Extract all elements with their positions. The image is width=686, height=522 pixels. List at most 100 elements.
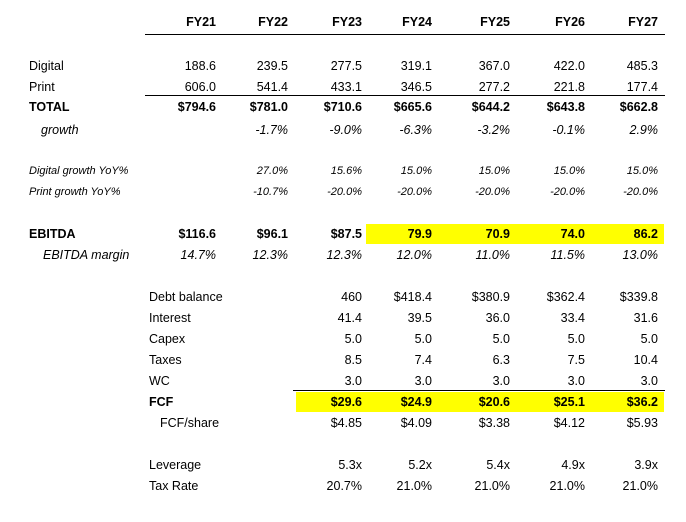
value-cell: $20.6	[478, 395, 510, 409]
value-cell: 319.1	[400, 59, 432, 73]
value-cell: $4.09	[400, 416, 432, 430]
value-cell: -3.2%	[477, 123, 510, 137]
value-cell: 12.3%	[252, 248, 288, 262]
value-cell: $87.5	[330, 227, 362, 241]
value-cell: -20.0%	[475, 186, 510, 198]
value-cell: 5.0	[640, 332, 658, 346]
value-cell: 36.0	[485, 311, 510, 325]
value-cell: 39.5	[407, 311, 432, 325]
value-cell: 21.0%	[549, 479, 585, 493]
value-cell: 3.0	[492, 374, 510, 388]
value-cell: 41.4	[337, 311, 362, 325]
row-label: Debt balance	[149, 290, 223, 304]
value-cell: 15.0%	[626, 165, 658, 177]
value-cell: 422.0	[553, 59, 585, 73]
value-cell: $710.6	[323, 100, 362, 114]
value-cell: 74.0	[560, 227, 585, 241]
row-leverage: Leverage 5.3x 5.2x 5.4x 4.9x 3.9x	[0, 455, 686, 475]
value-cell: 541.4	[256, 80, 288, 94]
value-cell: $36.2	[626, 395, 658, 409]
row-header: FY21 FY22 FY23 FY24 FY25 FY26 FY27	[0, 12, 686, 32]
row-label: FCF/share	[160, 416, 220, 430]
divider-line	[145, 95, 665, 96]
value-cell: 239.5	[256, 59, 288, 73]
row-label: Print growth YoY%	[29, 186, 121, 198]
value-cell: $794.6	[177, 100, 216, 114]
value-cell: 346.5	[400, 80, 432, 94]
value-cell: 31.6	[633, 311, 658, 325]
divider-line	[293, 390, 665, 391]
row-label: Digital	[29, 59, 64, 73]
value-cell: 6.3	[492, 353, 510, 367]
value-cell: 86.2	[633, 227, 658, 241]
highlight-fcf	[296, 392, 664, 412]
value-cell: $5.93	[626, 416, 658, 430]
value-cell: 5.0	[492, 332, 510, 346]
value-cell: 21.0%	[622, 479, 658, 493]
value-cell: 13.0%	[622, 248, 658, 262]
row-ebitda-margin: EBITDA margin 14.7% 12.3% 12.3% 12.0% 11.0% 11…	[0, 245, 686, 265]
value-cell: 5.0	[567, 332, 585, 346]
column-header: FY26	[555, 15, 585, 29]
column-header: FY21	[186, 15, 216, 29]
row-taxes: Taxes 8.5 7.4 6.3 7.5 10.4	[0, 350, 686, 370]
row-label: Interest	[149, 311, 191, 325]
row-print: Print 606.0 541.4 433.1 346.5 277.2 221.8 177.4	[0, 77, 686, 97]
row-digital-growth: Digital growth YoY% 27.0% 15.6% 15.0% 15.0% 1…	[0, 161, 686, 181]
row-wc: WC 3.0 3.0 3.0 3.0 3.0	[0, 371, 686, 391]
value-cell: 3.9x	[634, 458, 658, 472]
value-cell: -9.0%	[329, 123, 362, 137]
value-cell: $96.1	[256, 227, 288, 241]
row-label: Tax Rate	[149, 479, 199, 493]
row-label: EBITDA	[29, 227, 76, 241]
value-cell: 3.0	[344, 374, 362, 388]
value-cell: 221.8	[553, 80, 585, 94]
value-cell: 5.0	[344, 332, 362, 346]
value-cell: 5.3x	[338, 458, 362, 472]
row-label: TOTAL	[29, 100, 70, 114]
row-label: EBITDA margin	[43, 248, 130, 262]
value-cell: 20.7%	[326, 479, 362, 493]
value-cell: 177.4	[626, 80, 658, 94]
value-cell: 14.7%	[180, 248, 216, 262]
value-cell: -0.1%	[552, 123, 585, 137]
value-cell: 188.6	[184, 59, 216, 73]
row-label: Print	[29, 80, 55, 94]
value-cell: -20.0%	[397, 186, 432, 198]
column-header: FY27	[628, 15, 658, 29]
value-cell: 15.0%	[478, 165, 510, 177]
value-cell: $24.9	[400, 395, 432, 409]
value-cell: 5.0	[414, 332, 432, 346]
row-label: Leverage	[149, 458, 202, 472]
value-cell: $643.8	[546, 100, 585, 114]
row-ebitda: EBITDA $116.6 $96.1 $87.5 79.9 70.9 74.0 86.2	[0, 224, 686, 244]
value-cell: 606.0	[184, 80, 216, 94]
row-label: FCF	[149, 395, 174, 409]
divider-line	[145, 34, 665, 35]
value-cell: 3.0	[414, 374, 432, 388]
value-cell: 79.9	[407, 227, 432, 241]
value-cell: 277.5	[330, 59, 362, 73]
row-label: Taxes	[149, 353, 182, 367]
value-cell: $418.4	[393, 290, 432, 304]
value-cell: 460	[341, 290, 362, 304]
value-cell: $3.38	[478, 416, 510, 430]
value-cell: 15.0%	[400, 165, 432, 177]
value-cell: $4.12	[553, 416, 585, 430]
value-cell: 15.0%	[553, 165, 585, 177]
row-tax-rate: Tax Rate 20.7% 21.0% 21.0% 21.0% 21.0%	[0, 476, 686, 496]
value-cell: 4.9x	[561, 458, 585, 472]
row-fcf-share: FCF/share $4.85 $4.09 $3.38 $4.12 $5.93	[0, 413, 686, 433]
value-cell: 21.0%	[474, 479, 510, 493]
column-header: FY24	[402, 15, 432, 29]
value-cell: $362.4	[546, 290, 585, 304]
value-cell: $644.2	[471, 100, 510, 114]
value-cell: 11.5%	[550, 248, 585, 262]
value-cell: 433.1	[330, 80, 362, 94]
value-cell: 367.0	[478, 59, 510, 73]
value-cell: 11.0%	[475, 248, 510, 262]
value-cell: 3.0	[567, 374, 585, 388]
row-growth: growth -1.7% -9.0% -6.3% -3.2% -0.1% 2.9%	[0, 120, 686, 140]
value-cell: -10.7%	[253, 186, 288, 198]
